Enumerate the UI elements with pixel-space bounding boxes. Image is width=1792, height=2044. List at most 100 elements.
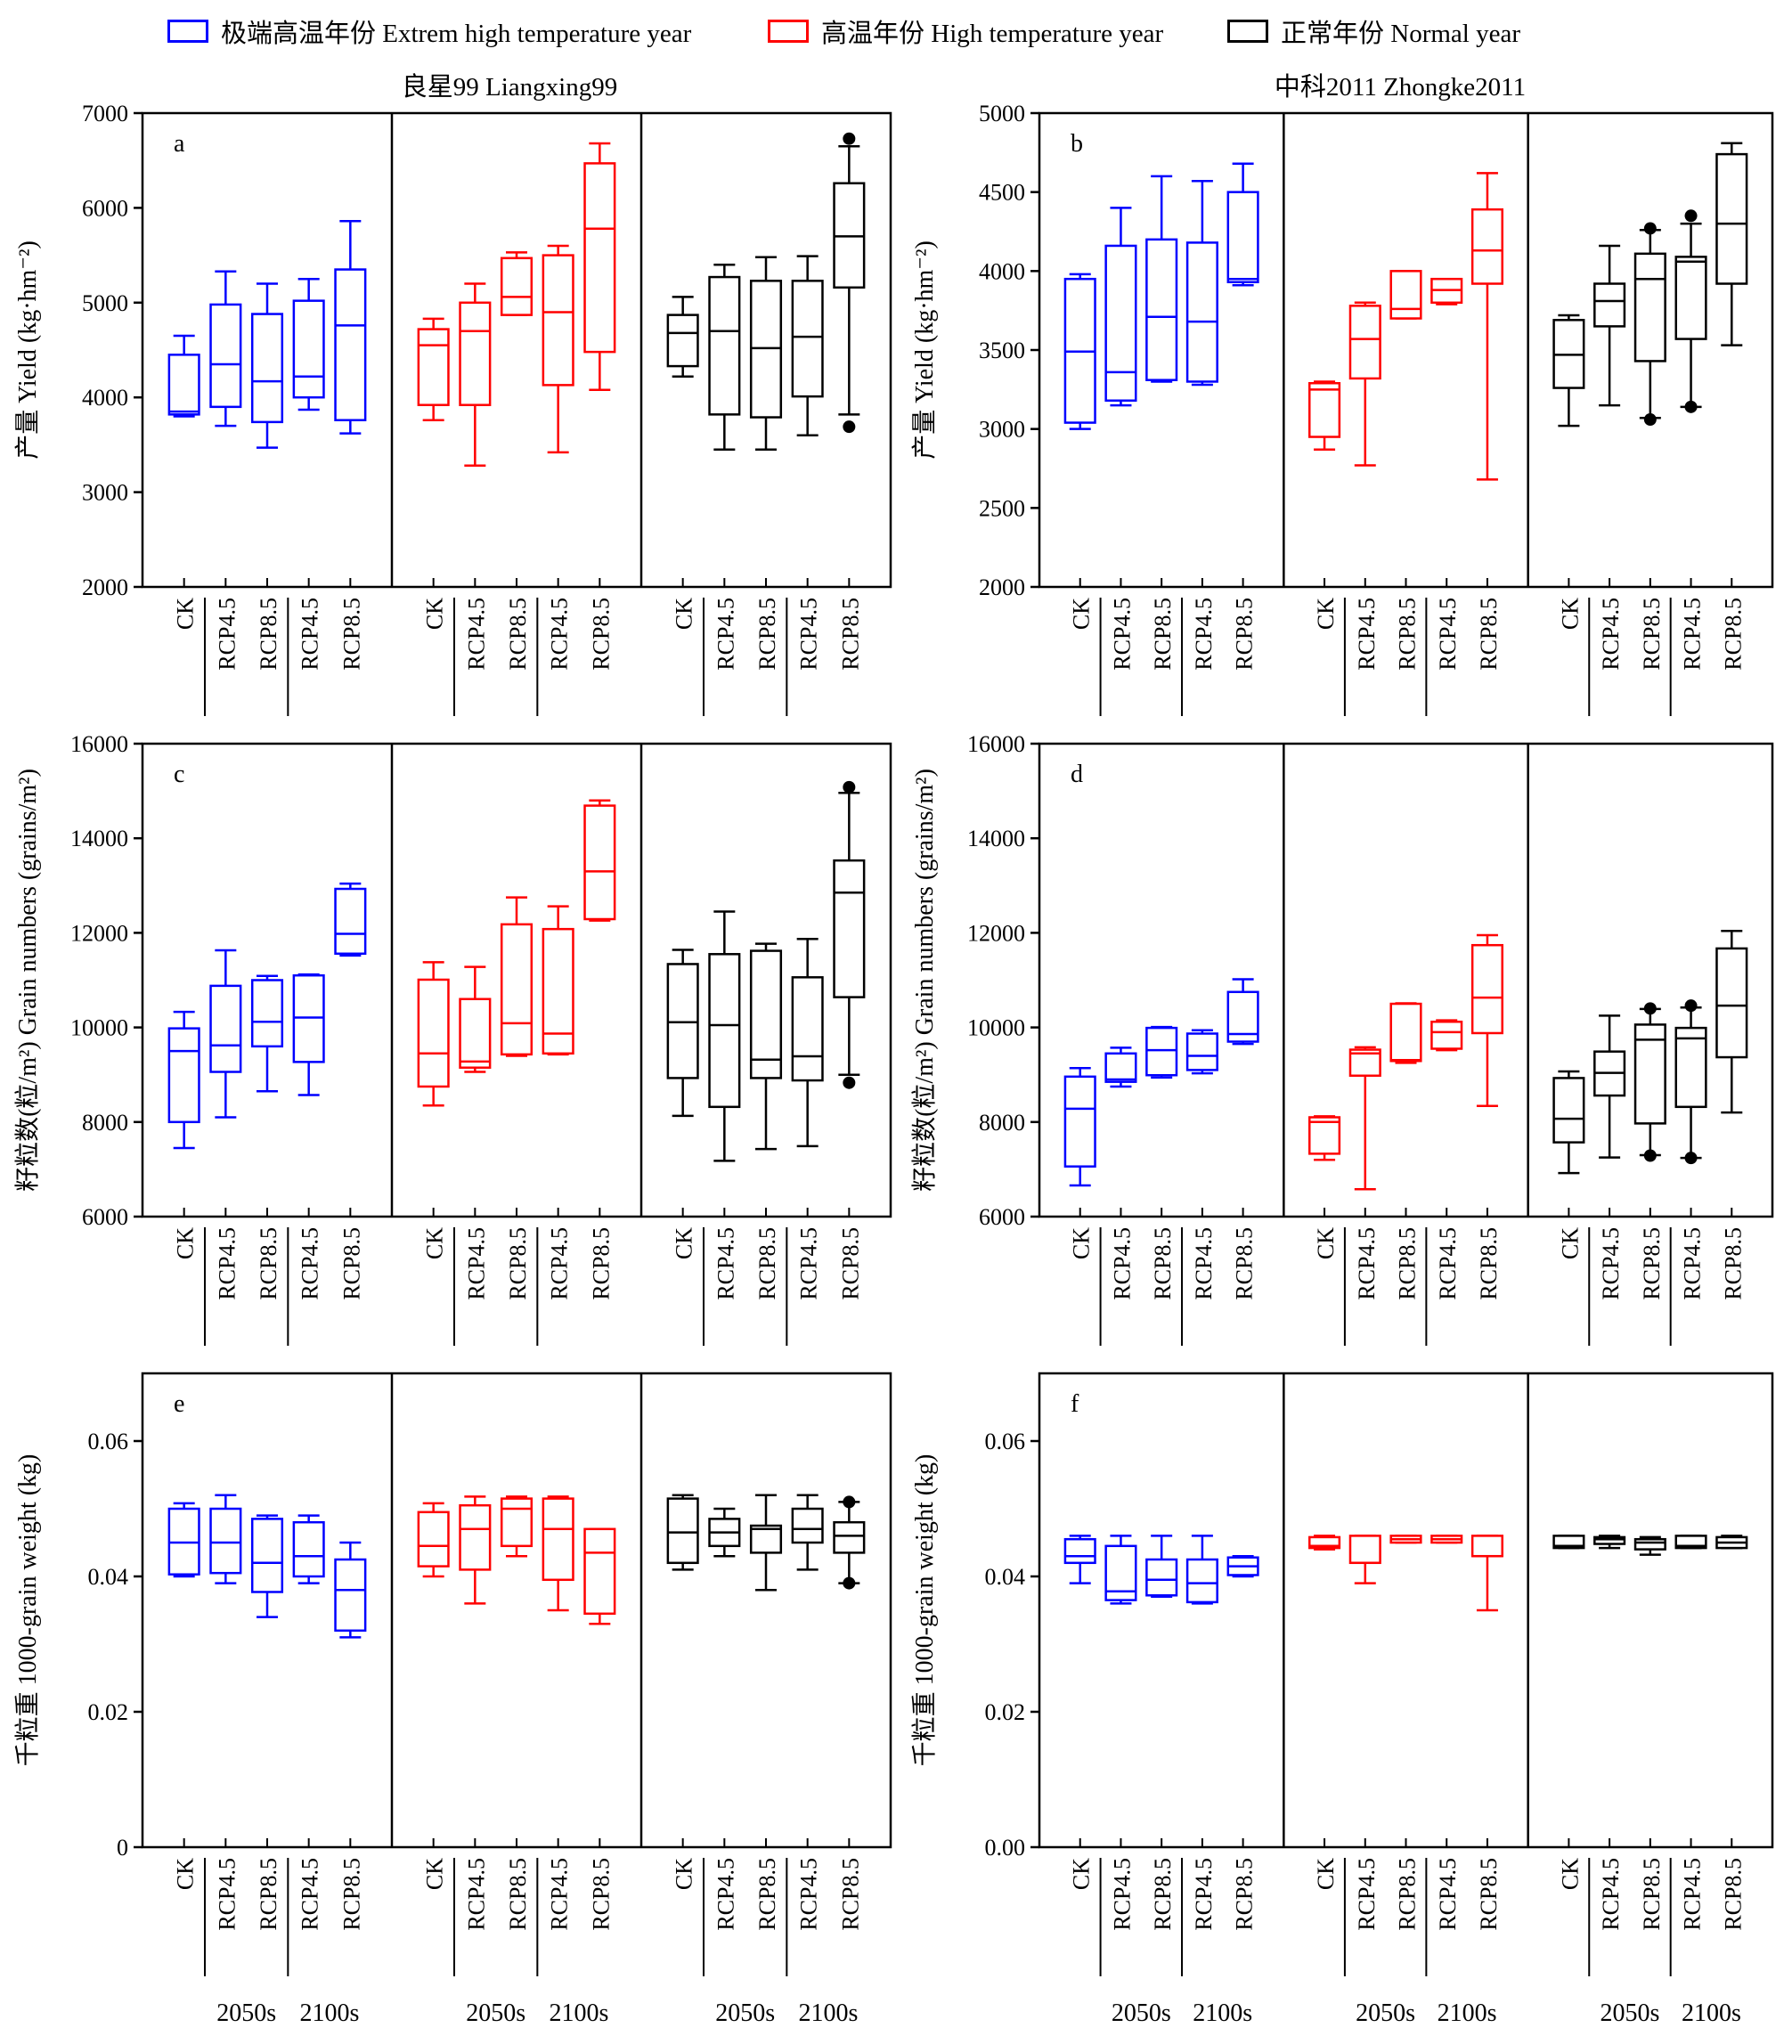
period-label-2100s: 2100s <box>300 1999 360 2027</box>
x-tick-label: RCP4.5 <box>1680 1858 1706 1931</box>
x-tick-label: RCP8.5 <box>837 598 863 671</box>
y-tick-label: 14000 <box>967 826 1025 851</box>
y-tick-label: 0.04 <box>88 1564 129 1590</box>
box-iqr <box>542 1497 574 1582</box>
x-tick-label: RCP4.5 <box>214 1227 240 1300</box>
x-tick-label: RCP8.5 <box>1720 1227 1746 1300</box>
x-tick-label: CK <box>422 1227 448 1259</box>
period-label-2050s: 2050s <box>1601 1999 1660 2027</box>
box-iqr <box>666 963 699 1079</box>
x-tick-label: RCP4.5 <box>1598 598 1624 671</box>
box-iqr <box>500 1497 534 1548</box>
x-tick-label: RCP8.5 <box>256 1858 281 1931</box>
legend-label-extreme: 极端高温年份 Extrem high temperature year <box>221 20 692 48</box>
y-tick-label: 10000 <box>70 1015 128 1041</box>
x-tick-label: RCP8.5 <box>1232 1858 1258 1931</box>
y-tick-label: 2000 <box>979 574 1025 600</box>
y-tick-label: 0.06 <box>985 1429 1026 1454</box>
x-tick-label: RCP8.5 <box>338 1858 364 1931</box>
box-iqr <box>500 257 534 316</box>
x-tick-label: RCP8.5 <box>256 598 281 671</box>
box-iqr <box>666 314 699 368</box>
x-tick-label: RCP4.5 <box>713 598 738 671</box>
box-iqr <box>459 301 492 406</box>
x-tick-label: RCP8.5 <box>1232 598 1258 671</box>
box-iqr <box>417 1511 450 1568</box>
box-iqr <box>459 1503 492 1571</box>
panel-letter-d: d <box>1071 761 1083 788</box>
legend-swatch-extreme <box>167 20 208 43</box>
box-iqr <box>542 927 574 1055</box>
box-iqr <box>334 1558 367 1633</box>
x-tick-label: RCP4.5 <box>297 1227 323 1300</box>
y-tick-label: 0 <box>117 1835 128 1861</box>
x-tick-label: RCP4.5 <box>1354 1858 1380 1931</box>
panel-frame-e <box>141 1372 892 1849</box>
box-iqr <box>1185 1558 1218 1604</box>
x-tick-label: CK <box>173 1858 199 1890</box>
outlier-point <box>1643 413 1657 427</box>
box-iqr <box>1145 1558 1178 1597</box>
x-tick-label: RCP4.5 <box>547 1858 573 1931</box>
x-tick-label: CK <box>672 598 697 630</box>
box-iqr <box>167 354 200 416</box>
box-iqr <box>209 984 242 1073</box>
box-iqr <box>708 953 741 1109</box>
y-tick-label: 0.06 <box>88 1429 129 1454</box>
y-tick-label: 0.02 <box>88 1699 129 1725</box>
panel-letter-c: c <box>174 761 184 788</box>
x-tick-label: RCP4.5 <box>796 598 822 671</box>
box-iqr <box>334 887 367 956</box>
box-iqr <box>1470 943 1503 1035</box>
period-label-2050s: 2050s <box>1112 1999 1171 2027</box>
x-tick-label: RCP4.5 <box>1435 1858 1461 1931</box>
y-tick-label: 12000 <box>967 920 1025 946</box>
x-tick-label: RCP8.5 <box>1476 598 1502 671</box>
y-axis-title: 籽粒数(粒/m²) Grain numbers (grains/m²) <box>910 769 939 1192</box>
x-tick-label: RCP8.5 <box>1395 1227 1421 1300</box>
box-iqr <box>1674 256 1707 340</box>
outlier-point <box>843 1576 856 1590</box>
x-tick-label: CK <box>422 598 448 630</box>
box-iqr <box>1593 1535 1626 1545</box>
x-tick-label: RCP4.5 <box>1191 1227 1217 1300</box>
x-tick-label: RCP4.5 <box>1598 1227 1624 1300</box>
legend-swatch-normal <box>1227 20 1268 43</box>
x-tick-label: RCP4.5 <box>1598 1858 1624 1931</box>
outlier-point <box>843 132 856 145</box>
x-tick-label: RCP8.5 <box>754 598 780 671</box>
x-tick-label: CK <box>173 598 199 630</box>
panel-frame-f <box>1038 1372 1774 1849</box>
y-tick-label: 4000 <box>979 258 1025 284</box>
outlier-point <box>1643 1002 1657 1015</box>
x-tick-label: CK <box>173 1227 199 1259</box>
x-tick-label: RCP8.5 <box>1720 1858 1746 1931</box>
outlier-point <box>1684 400 1698 413</box>
x-tick-label: RCP4.5 <box>547 1227 573 1300</box>
x-tick-label: RCP8.5 <box>1639 1858 1665 1931</box>
box-iqr <box>209 1507 242 1575</box>
y-tick-label: 10000 <box>967 1015 1025 1041</box>
x-tick-label: RCP4.5 <box>214 1858 240 1931</box>
outlier-point <box>843 1076 856 1089</box>
box-iqr <box>1063 1537 1096 1565</box>
box-iqr <box>1593 282 1626 328</box>
x-tick-label: RCP8.5 <box>505 1858 531 1931</box>
box-iqr <box>1633 252 1666 362</box>
box-iqr <box>833 859 866 998</box>
period-label-2100s: 2100s <box>1193 1999 1252 2027</box>
box-iqr <box>167 1027 200 1124</box>
x-tick-label: CK <box>422 1858 448 1890</box>
box-iqr <box>583 1527 616 1616</box>
x-tick-label: RCP4.5 <box>1435 598 1461 671</box>
box-iqr <box>583 162 616 354</box>
box-iqr <box>1552 1077 1585 1144</box>
x-tick-label: RCP8.5 <box>505 1227 531 1300</box>
y-axis-title: 籽粒数(粒/m²) Grain numbers (grains/m²) <box>13 769 42 1192</box>
y-tick-label: 6000 <box>979 1204 1025 1230</box>
x-tick-label: RCP8.5 <box>754 1227 780 1300</box>
outlier-point <box>1643 222 1657 235</box>
box-iqr <box>1633 1537 1666 1551</box>
y-tick-label: 0.04 <box>985 1564 1026 1590</box>
